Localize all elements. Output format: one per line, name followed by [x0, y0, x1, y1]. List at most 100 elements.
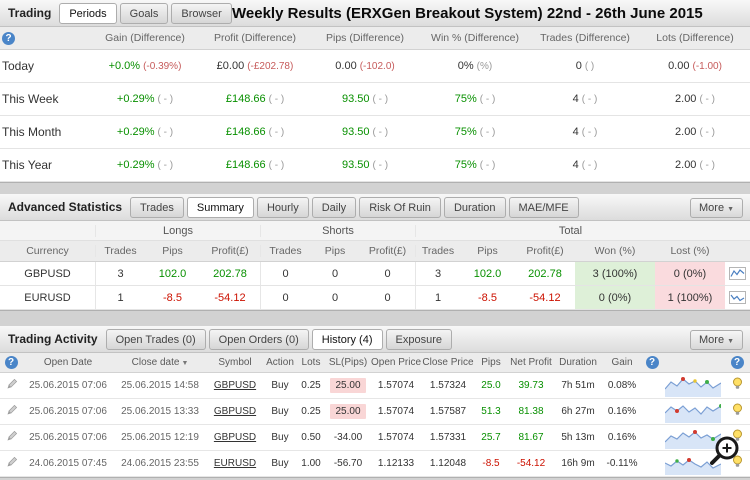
cell-total-profit: -54.12 [529, 291, 561, 304]
tab-exposure[interactable]: Exposure [385, 328, 452, 350]
advanced-statistics-panel: Advanced Statistics Trades Summary Hourl… [0, 194, 750, 311]
pencil-icon[interactable] [5, 456, 18, 469]
symbol-link[interactable]: GBPUSD [213, 380, 257, 391]
tab-duration[interactable]: Duration [443, 196, 506, 218]
col-symbol[interactable]: Symbol [218, 357, 252, 368]
cell-pips: 93.50( - ) [341, 159, 389, 171]
tab-hourly[interactable]: Hourly [256, 196, 309, 218]
cell-gain: +0.29%( - ) [116, 93, 174, 105]
help-icon[interactable]: ? [4, 356, 18, 369]
col-lots: Lots (Difference) [656, 32, 734, 44]
cell-action: Buy [271, 458, 289, 469]
cell-gain: +0.29%( - ) [116, 159, 174, 171]
help-icon[interactable]: ? [645, 356, 659, 369]
tab-goals[interactable]: Goals [119, 2, 169, 24]
cell-open-price: 1.57074 [377, 432, 415, 443]
period-row-month: This Month +0.29%( - ) £148.66( - ) 93.5… [0, 116, 750, 149]
sparkline-chart[interactable] [662, 427, 724, 449]
cell-total-trades: 3 [415, 262, 460, 285]
pencil-icon[interactable] [5, 430, 18, 443]
col-gain: Gain (Difference) [105, 32, 185, 44]
activity-header-row: ? Open Date Close date ▼ Symbol Action Lo… [0, 353, 750, 373]
tab-trades[interactable]: Trades [130, 196, 184, 218]
cell-duration: 7h 51m [561, 380, 595, 391]
help-icon[interactable]: ? [730, 356, 744, 369]
tab-risk-of-ruin[interactable]: Risk Of Ruin [359, 196, 441, 218]
more-button[interactable]: More ▼ [690, 330, 743, 350]
currency-row-eurusd: EURUSD 1 -8.5 -54.12 0 0 0 1 -8.5 -54.12… [0, 286, 750, 310]
col-shorts-trades: Trades [260, 245, 310, 257]
col-pips[interactable]: Pips [481, 357, 501, 368]
cell-close-date: 25.06.2015 13:33 [121, 406, 199, 417]
cell-currency: EURUSD [24, 291, 71, 304]
tab-browser[interactable]: Browser [171, 2, 232, 24]
col-duration[interactable]: Duration [559, 357, 597, 368]
tab-periods[interactable]: Periods [59, 2, 117, 24]
col-lots[interactable]: Lots [301, 357, 321, 368]
chart-icon[interactable] [729, 291, 746, 304]
cell-lots: 0.25 [301, 406, 321, 417]
tab-open-orders[interactable]: Open Orders (0) [208, 328, 309, 350]
cell-longs-trades: 1 [95, 286, 145, 309]
activity-tabbar: Trading Activity Open Trades (0) Open Or… [0, 326, 750, 353]
col-open-price[interactable]: Open Price [370, 357, 422, 368]
cell-duration: 16h 9m [561, 458, 595, 469]
bulb-icon[interactable] [732, 429, 743, 443]
cell-open-price: 1.12133 [377, 458, 415, 469]
col-gain[interactable]: Gain [611, 357, 633, 368]
tab-open-trades[interactable]: Open Trades (0) [105, 328, 206, 350]
col-action[interactable]: Action [266, 357, 294, 368]
cell-open-date: 25.06.2015 07:06 [29, 406, 107, 417]
cell-lots: 2.00( - ) [675, 159, 715, 171]
cell-symbol: GBPUSD [206, 432, 264, 443]
cell-gain: 0.16% [607, 406, 637, 417]
sparkline-chart[interactable] [662, 453, 724, 475]
cell-net-profit: 39.73 [518, 380, 544, 391]
cell-trades: 0( ) [575, 60, 595, 72]
period-row-today: Today +0.0% (-0.39%) £0.00 (-£202.78) 0.00… [0, 50, 750, 83]
cell-pips: 25.7 [481, 432, 501, 443]
currency-row-gbpusd: GBPUSD 3 102.0 202.78 0 0 0 3 102.0 202.… [0, 262, 750, 286]
cell-shorts-profit: 0 [384, 267, 391, 280]
bulb-icon[interactable] [732, 455, 743, 469]
cell-pips: 0.00 (-102.0) [335, 60, 395, 72]
cell-win: 75%( - ) [454, 126, 496, 138]
page-title: Weekly Results (ERXGen Breakout System) … [232, 5, 703, 22]
tab-history[interactable]: History (4) [311, 328, 383, 350]
cell-close-price: 1.57331 [429, 432, 467, 443]
cell-open-price: 1.57074 [377, 406, 415, 417]
sort-desc-icon: ▼ [181, 360, 189, 367]
help-icon[interactable]: ? [2, 31, 15, 45]
chart-icon[interactable] [729, 267, 746, 280]
tab-daily[interactable]: Daily [311, 196, 357, 218]
col-open-date[interactable]: Open Date [43, 357, 93, 368]
symbol-link[interactable]: GBPUSD [213, 432, 257, 443]
cell-lost: 0 (0%) [655, 262, 725, 285]
trade-row: 24.06.2015 07:45 24.06.2015 23:55 EURUSD… [0, 451, 750, 477]
pencil-icon[interactable] [5, 378, 18, 391]
bulb-icon[interactable] [732, 403, 743, 417]
cell-close-price: 1.57324 [429, 380, 467, 391]
col-close-price[interactable]: Close Price [422, 357, 474, 368]
col-net-profit[interactable]: Net Profit [510, 357, 552, 368]
symbol-link[interactable]: EURUSD [213, 458, 257, 469]
zoom-icon[interactable] [706, 434, 742, 470]
cell-pips: -8.5 [482, 458, 500, 469]
sparkline-chart[interactable] [662, 375, 724, 397]
tab-mae-mfe[interactable]: MAE/MFE [508, 196, 579, 218]
more-button[interactable]: More ▼ [690, 198, 743, 218]
cell-lots: 2.00( - ) [675, 93, 715, 105]
col-sl-pips[interactable]: SL(Pips) [328, 357, 368, 368]
bulb-icon[interactable] [732, 377, 743, 391]
sparkline-chart[interactable] [662, 401, 724, 423]
trading-tabbar: Trading Periods Goals Browser Weekly Res… [0, 0, 750, 27]
cell-note [724, 377, 750, 394]
symbol-link[interactable]: GBPUSD [213, 406, 257, 417]
cell-trades: 4( - ) [572, 126, 598, 138]
header-help-cell: ? [0, 356, 22, 369]
col-close-date[interactable]: Close date ▼ [131, 357, 189, 368]
pencil-icon[interactable] [5, 404, 18, 417]
tab-summary[interactable]: Summary [186, 196, 254, 218]
cell-longs-pips: 102.0 [158, 267, 187, 280]
cell-lost: 1 (100%) [655, 286, 725, 309]
